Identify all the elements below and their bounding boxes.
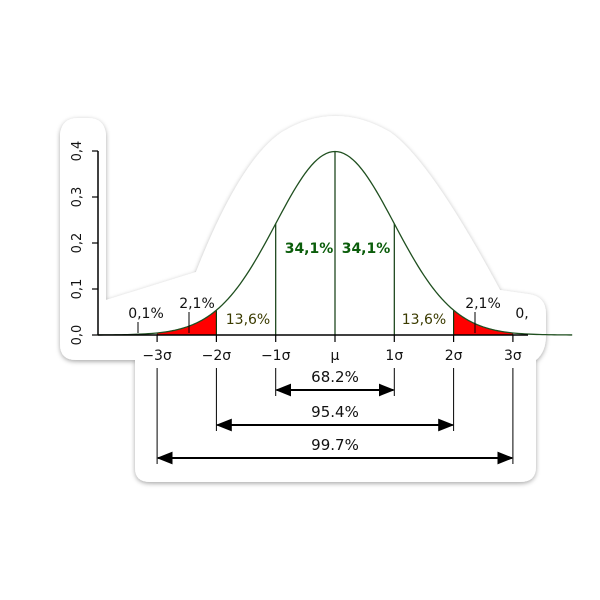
x-tick-label: 2σ bbox=[445, 348, 463, 364]
percentage-label: 0,1% bbox=[128, 306, 164, 322]
x-tick-label: −3σ bbox=[142, 348, 172, 364]
sticker-background bbox=[60, 116, 546, 482]
x-tick-label: −2σ bbox=[202, 348, 232, 364]
percentage-label: 0, bbox=[515, 306, 528, 322]
percentage-label: 13,6% bbox=[402, 312, 446, 328]
plot-area: 0,0 0,1 0,2 0,3 0,4 −3σ −2σ −1σ μ 1σ 2σ 3σ 0,1% 2,1% 1… bbox=[70, 141, 573, 465]
y-tick-label: 0,1 bbox=[70, 279, 85, 300]
range-label: 95.4% bbox=[311, 403, 359, 421]
range-label: 68.2% bbox=[311, 368, 359, 386]
y-tick-label: 0,0 bbox=[70, 325, 85, 346]
x-tick-label: 3σ bbox=[504, 348, 522, 364]
percentage-label: 34,1% bbox=[342, 241, 391, 257]
range-label: 99.7% bbox=[311, 436, 359, 454]
percentage-label: 13,6% bbox=[226, 312, 270, 328]
x-tick-label: μ bbox=[331, 348, 340, 364]
percentage-label: 2,1% bbox=[179, 296, 215, 312]
x-tick-label: 1σ bbox=[385, 348, 403, 364]
x-tick-label: −1σ bbox=[261, 348, 291, 364]
y-tick-label: 0,4 bbox=[70, 141, 85, 162]
percentage-label: 2,1% bbox=[465, 296, 501, 312]
density-curve bbox=[97, 150, 573, 336]
y-tick-label: 0,3 bbox=[70, 187, 85, 208]
y-tick-label: 0,2 bbox=[70, 233, 85, 254]
sticker-outline bbox=[60, 116, 546, 482]
percentage-label: 34,1% bbox=[285, 241, 334, 257]
